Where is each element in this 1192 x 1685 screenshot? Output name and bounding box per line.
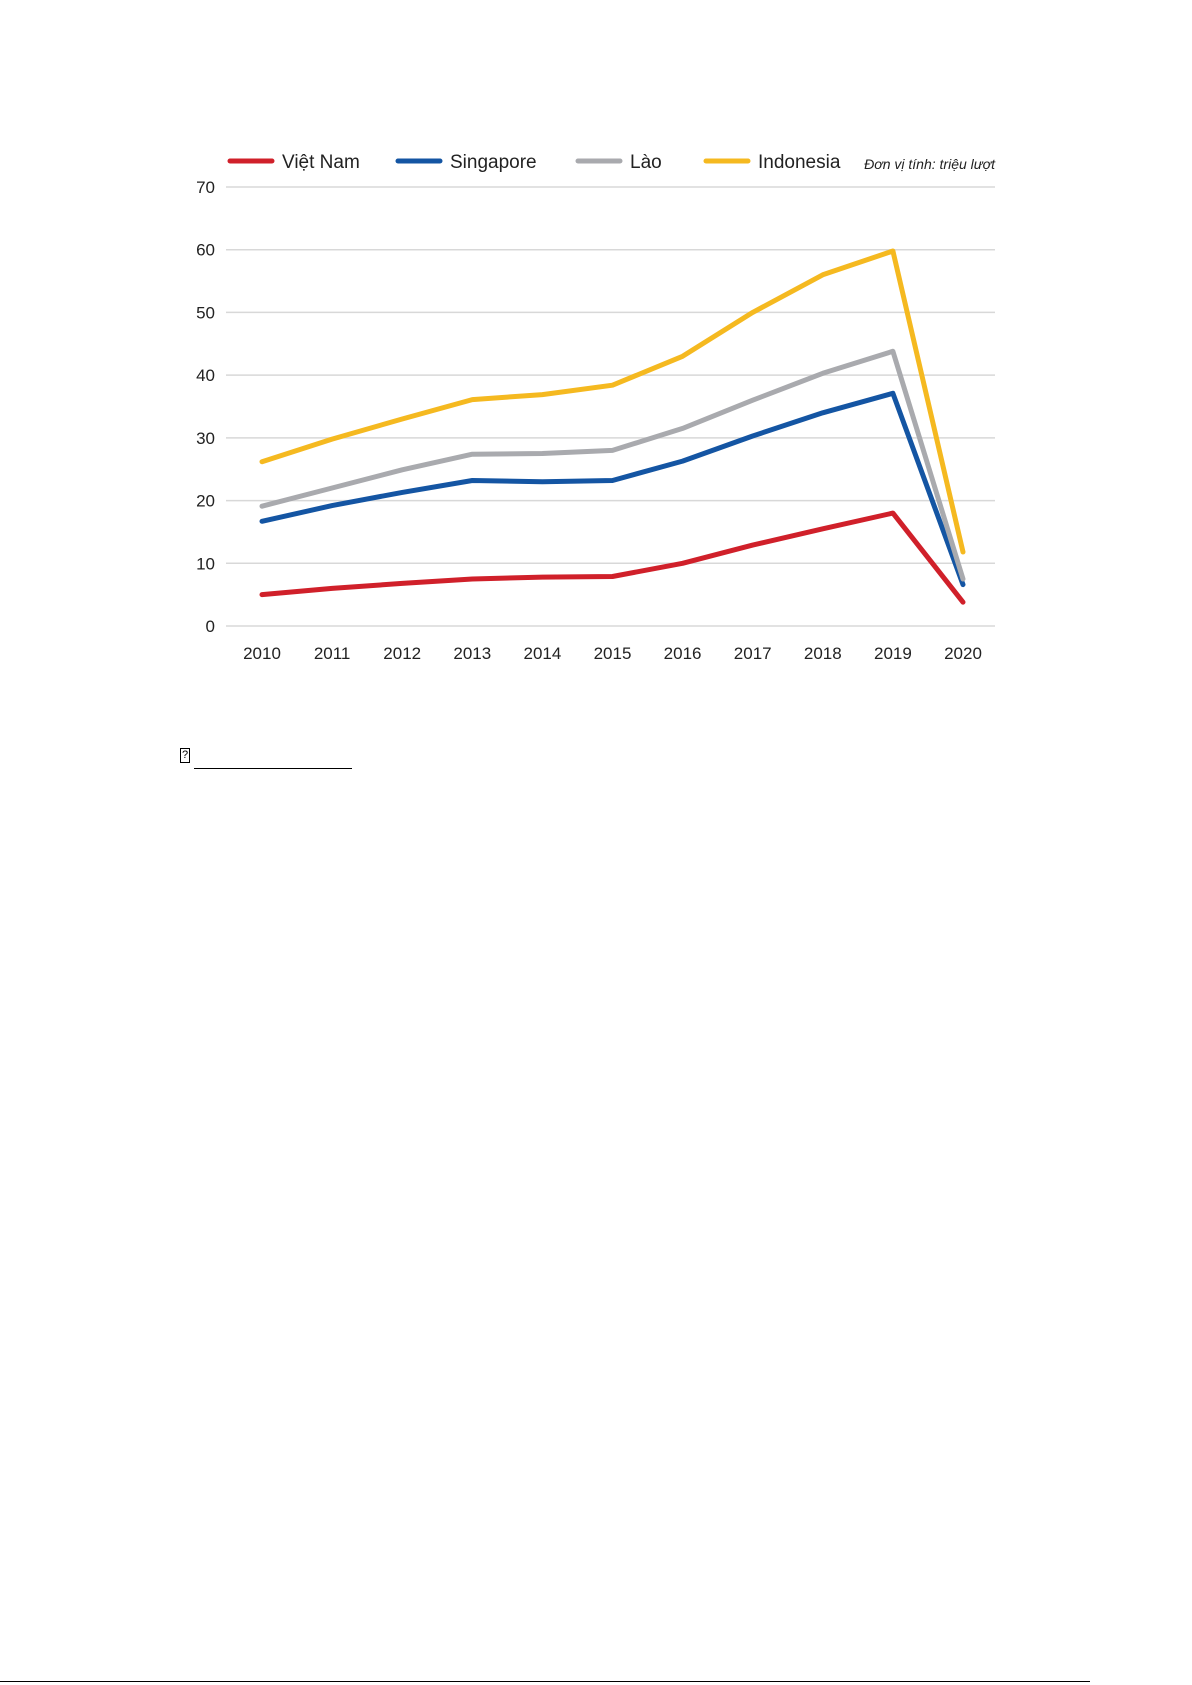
y-tick-label: 30 [196,429,215,448]
chart-legend: Việt Nam Singapore Lào Indonesia [227,152,841,173]
y-axis-ticks: 0 10 20 30 40 50 60 70 [196,178,215,636]
unit-label: Đơn vị tính: triệu lượt [864,156,996,172]
y-tick-label: 20 [196,492,215,511]
x-tick-label: 2015 [594,644,632,663]
y-tick-label: 40 [196,366,215,385]
legend-label: Lào [630,152,662,173]
footnote-mark-text: ? [181,749,189,761]
x-tick-label: 2012 [383,644,421,663]
y-tick-label: 0 [206,617,215,636]
series-line-1 [259,390,966,588]
x-axis-ticks: 2010 2011 2012 2013 2014 2015 2016 2017 2018 2019… [243,644,982,663]
x-tick-label: 2019 [874,644,912,663]
y-tick-label: 70 [196,178,215,197]
legend-label: Indonesia [758,152,841,173]
y-tick-label: 50 [196,303,215,322]
page-bottom-rule [0,1681,1090,1682]
x-tick-label: 2020 [944,644,982,663]
x-tick-label: 2011 [314,644,351,663]
series-lines [259,248,966,605]
gridlines [226,186,995,627]
y-tick-label: 60 [196,241,215,260]
x-tick-label: 2010 [243,644,281,663]
series-line-3 [259,248,966,555]
x-tick-label: 2017 [734,644,772,663]
footnote-separator [194,768,352,769]
footnote-box-icon: ? [180,748,190,763]
legend-label: Việt Nam [282,152,360,173]
series-line-0 [259,510,966,605]
x-tick-label: 2018 [804,644,842,663]
x-tick-label: 2014 [523,644,561,663]
x-tick-label: 2016 [664,644,702,663]
legend-label: Singapore [450,152,537,173]
x-tick-label: 2013 [453,644,491,663]
y-tick-label: 10 [196,554,215,573]
series-line-2 [259,348,966,582]
